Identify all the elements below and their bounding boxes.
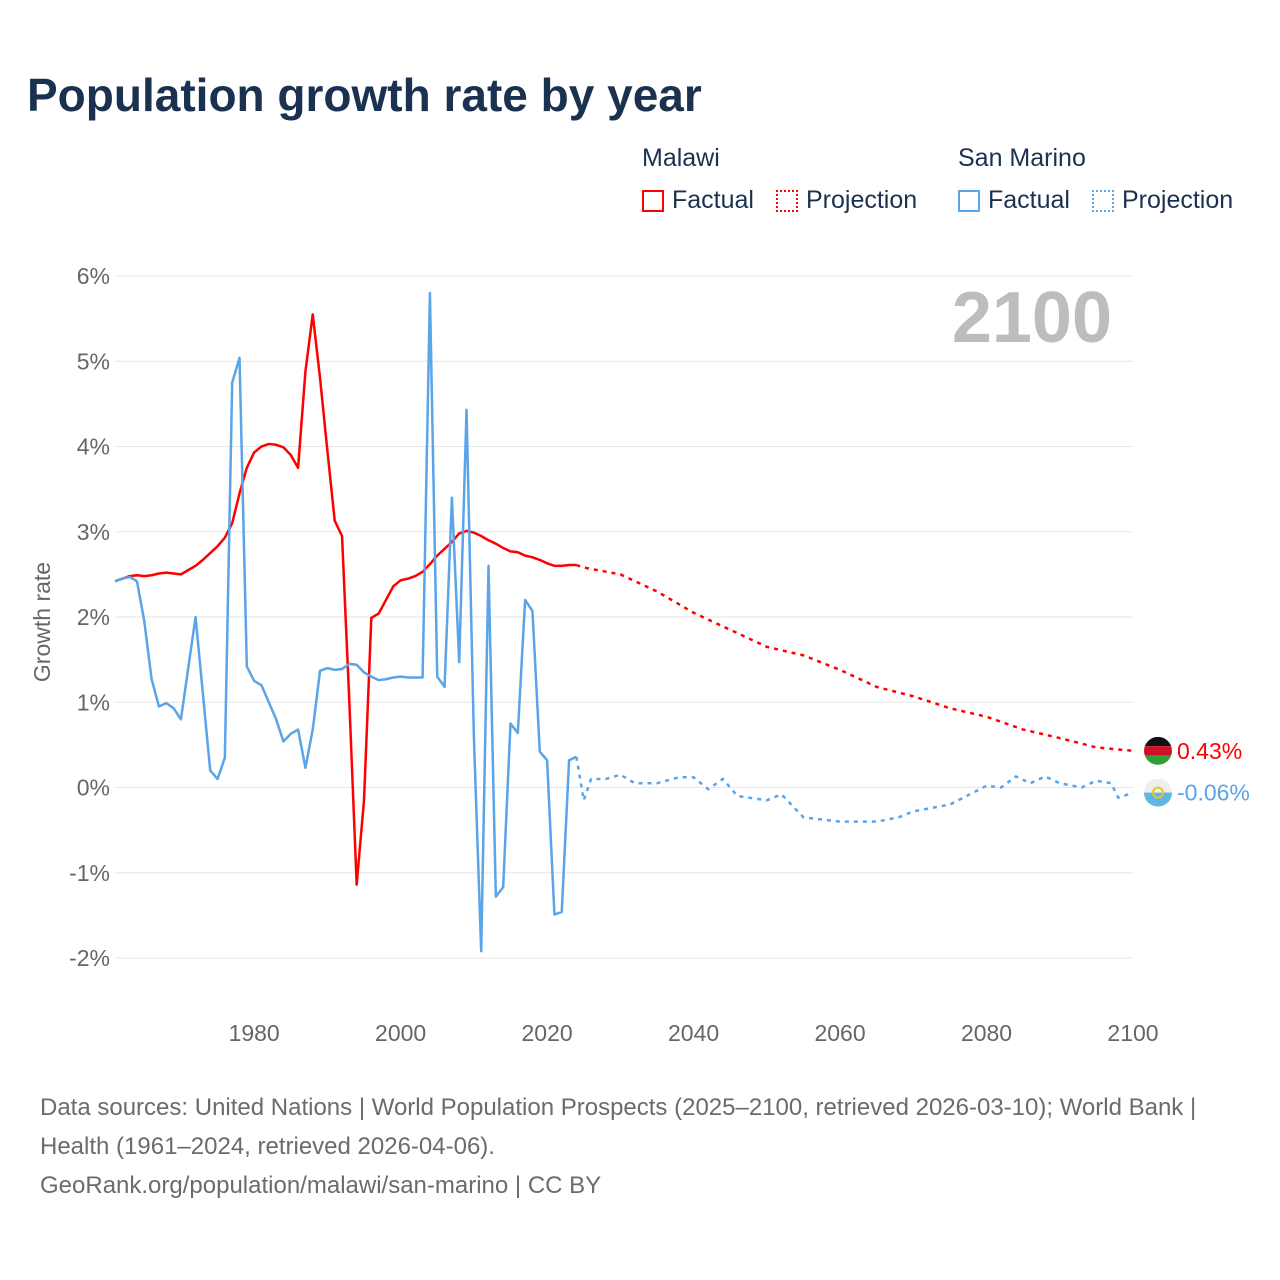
legend-group-san-marino: San Marino	[958, 144, 1086, 172]
x-tick-label: 2060	[814, 1020, 865, 1046]
dotted-swatch-icon	[776, 189, 798, 212]
legend-malawi-projection[interactable]: Projection	[776, 186, 917, 215]
y-tick-label: -2%	[69, 945, 110, 971]
legend-group-malawi: Malawi	[642, 144, 720, 172]
solid-swatch-icon	[642, 189, 664, 212]
data-sources: Data sources: United Nations | World Pop…	[40, 1094, 1197, 1160]
san-marino-end-label: -0.06%	[1177, 780, 1250, 806]
legend-malawi-factual[interactable]: Factual	[642, 186, 754, 215]
y-tick-label: -1%	[69, 860, 110, 886]
source-link[interactable]: GeoRank.org/population/malawi/san-marino…	[40, 1172, 602, 1199]
y-tick-label: 5%	[77, 348, 110, 374]
malawi-factual-line	[114, 313, 577, 886]
y-tick-label: 2%	[77, 604, 110, 630]
x-tick-label: 2020	[522, 1020, 573, 1046]
footer: Data sources: United Nations | World Pop…	[40, 1088, 1240, 1205]
san-marino-projection-line	[575, 756, 1134, 823]
san-marino-factual-line	[114, 291, 577, 953]
year-annotation: 2100	[952, 278, 1112, 358]
legend-label: Factual	[672, 186, 754, 214]
legend-label: Projection	[806, 186, 918, 214]
y-tick-label: 3%	[77, 519, 110, 545]
malawi-flag-icon	[1144, 736, 1172, 765]
legend-label: Factual	[988, 186, 1070, 214]
dotted-swatch-icon	[1092, 189, 1114, 212]
malawi-end-label: 0.43%	[1177, 738, 1242, 764]
malawi-projection-line	[575, 563, 1134, 753]
x-tick-label: 2040	[668, 1020, 719, 1046]
y-tick-label: 4%	[77, 434, 110, 460]
legend-san-marino-projection[interactable]: Projection	[1092, 186, 1233, 215]
legend-label: Projection	[1122, 186, 1234, 214]
y-tick-label: 0%	[77, 775, 110, 801]
legend-san-marino-factual[interactable]: Factual	[958, 186, 1070, 215]
y-axis-label: Growth rate	[29, 562, 55, 682]
y-tick-label: 1%	[77, 689, 110, 715]
x-tick-label: 2100	[1107, 1020, 1158, 1046]
x-tick-label: 2080	[961, 1020, 1012, 1046]
san-marino-flag-icon	[1144, 778, 1172, 807]
y-tick-label: 6%	[77, 263, 110, 289]
x-tick-label: 2000	[375, 1020, 426, 1046]
x-tick-label: 1980	[229, 1020, 280, 1046]
solid-swatch-icon	[958, 189, 980, 212]
chart-title: Population growth rate by year	[27, 69, 702, 121]
